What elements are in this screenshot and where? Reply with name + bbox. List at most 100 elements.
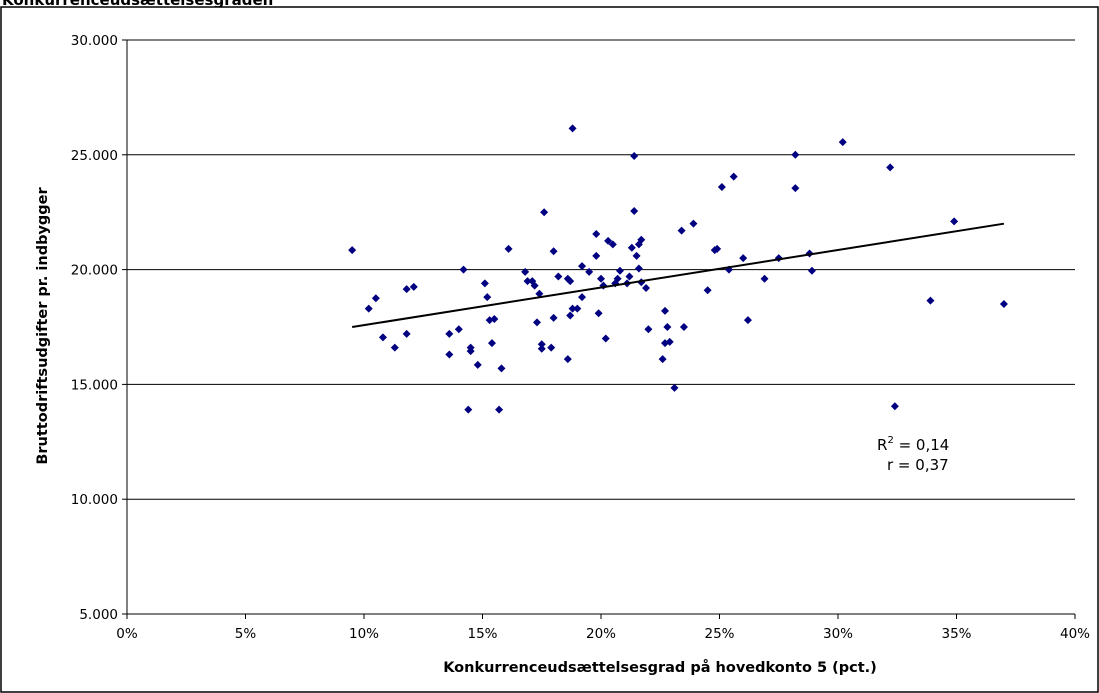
data-point <box>578 262 587 271</box>
data-point <box>926 296 935 305</box>
data-point <box>530 281 539 290</box>
data-point <box>563 355 572 364</box>
x-tick-label: 15% <box>467 626 497 642</box>
data-point <box>663 323 672 331</box>
x-tick-label: 25% <box>704 626 734 642</box>
data-point <box>521 267 530 276</box>
data-point <box>627 243 636 252</box>
data-point <box>791 150 800 159</box>
data-point <box>597 274 605 283</box>
data-point <box>604 236 613 245</box>
y-tick-labels: 5.000 10.000 15.000 20.000 25.000 30.000 <box>71 33 118 623</box>
data-point <box>630 151 639 160</box>
data-point <box>637 235 646 244</box>
y-tick-label: 15.000 <box>71 377 118 393</box>
x-tick-label: 40% <box>1060 626 1090 642</box>
r-squared-annotation: R2 = 0,14 <box>877 435 949 454</box>
data-point <box>533 318 542 327</box>
data-point <box>464 405 473 414</box>
data-point <box>743 316 752 325</box>
data-point <box>537 344 546 353</box>
data-point <box>348 246 357 255</box>
x-tick-label: 30% <box>823 626 853 642</box>
x-tick-label: 10% <box>349 626 379 642</box>
data-point <box>473 360 482 369</box>
y-tick-label: 30.000 <box>71 33 118 49</box>
data-point <box>378 333 387 342</box>
data-point <box>454 325 463 334</box>
data-point <box>642 283 651 292</box>
data-point <box>660 306 669 315</box>
data-point <box>537 340 546 349</box>
data-point <box>490 314 499 323</box>
data-point <box>739 254 748 263</box>
data-point <box>549 247 558 256</box>
x-tick-label: 0% <box>116 626 138 642</box>
r-annotation: r = 0,37 <box>887 456 949 474</box>
y-axis-label: Bruttodriftsudgifter pr. indbygger <box>35 186 51 464</box>
trendline-group <box>351 222 1005 328</box>
y-tick-label: 20.000 <box>71 263 118 279</box>
data-point <box>540 208 549 217</box>
axes <box>122 39 1076 619</box>
x-tick-label: 5% <box>235 626 257 642</box>
data-point <box>402 329 411 338</box>
data-point <box>670 383 679 392</box>
x-tick-labels: 0% 5% 10% 15% 20% 25% 30% 35% 40% <box>116 626 1090 642</box>
data-point <box>594 309 603 318</box>
data-point <box>483 293 492 302</box>
data-point <box>615 266 624 275</box>
data-point <box>689 219 698 228</box>
y-tick-label: 25.000 <box>71 148 118 164</box>
data-point <box>554 272 563 281</box>
data-point <box>760 274 769 283</box>
x-tick-label: 20% <box>586 626 616 642</box>
data-point <box>679 323 688 331</box>
data-point <box>549 313 558 322</box>
data-point <box>390 343 399 352</box>
trendline <box>351 222 1005 328</box>
y-tick-label: 10.000 <box>71 492 118 508</box>
data-point <box>613 274 622 283</box>
data-point <box>566 311 575 320</box>
data-point <box>523 277 532 286</box>
data-point <box>371 294 380 303</box>
data-point <box>677 226 686 235</box>
data-point <box>729 172 738 181</box>
data-point <box>402 285 411 294</box>
data-point <box>703 286 712 295</box>
data-point <box>445 350 454 359</box>
data-point <box>630 207 639 216</box>
data-point <box>585 267 594 276</box>
data-point <box>807 266 816 275</box>
data-point <box>634 264 643 273</box>
data-point <box>886 163 895 172</box>
data-point <box>568 304 577 313</box>
data-point <box>459 265 468 274</box>
gridlines <box>127 39 1075 500</box>
data-point <box>592 230 601 239</box>
data-point <box>547 343 556 352</box>
data-point <box>409 282 418 291</box>
data-point <box>658 355 667 364</box>
y-tick-label: 5.000 <box>79 607 118 623</box>
data-point <box>466 347 475 356</box>
data-point <box>713 244 722 253</box>
data-point <box>566 277 575 286</box>
data-point <box>364 304 373 313</box>
data-point <box>625 272 634 281</box>
data-point <box>504 244 513 253</box>
data-point <box>535 289 544 298</box>
data-point <box>608 240 617 249</box>
data-point <box>445 329 454 338</box>
data-point <box>890 402 899 411</box>
data-point <box>592 251 601 260</box>
data-point <box>578 293 587 302</box>
data-point <box>632 251 641 260</box>
data-point <box>497 364 506 373</box>
data-point <box>717 182 726 191</box>
data-point <box>601 334 610 343</box>
data-point <box>950 217 959 226</box>
chart-title: Konkurrenceudsættelsesgraden <box>2 0 274 9</box>
